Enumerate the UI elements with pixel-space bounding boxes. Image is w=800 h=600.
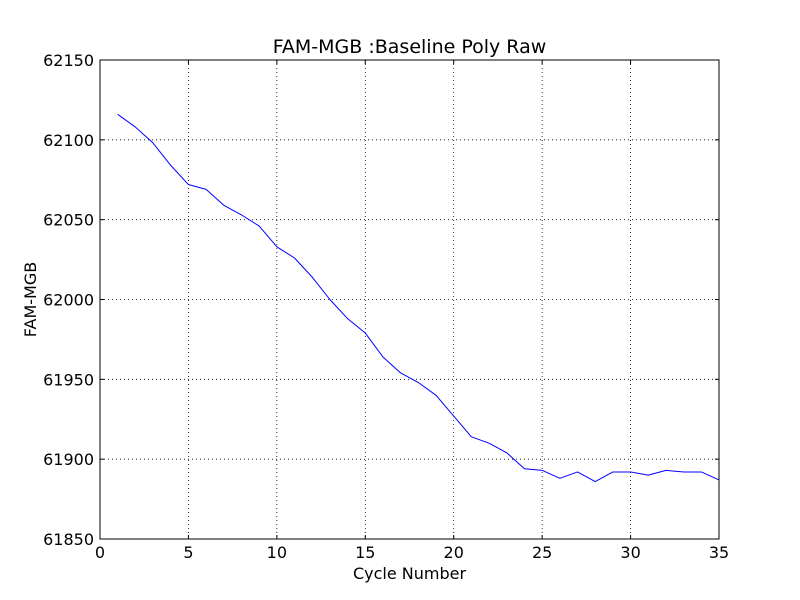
y-tick-label: 61850 [43,530,94,549]
axis-ticks: 0 5 10 15 20 25 30 35 61850 61900 61950 62000 62050 6… [43,51,729,562]
series-layer [117,113,720,483]
y-tick-label: 62000 [43,291,94,310]
y-tick-label: 62100 [43,131,94,150]
x-tick-label: 10 [267,543,287,562]
series-line [117,113,720,483]
chart-title: FAM-MGB :Baseline Poly Raw [273,36,547,58]
x-tick-label: 25 [532,543,552,562]
y-tick-label: 61950 [43,370,94,389]
x-axis-label: Cycle Number [353,564,467,583]
x-tick-label: 15 [355,543,375,562]
x-tick-label: 5 [183,543,193,562]
y-tick-label: 61900 [43,450,94,469]
y-tick-label: 62150 [43,51,94,70]
y-axis-label: FAM-MGB [21,262,40,337]
x-tick-label: 35 [709,543,729,562]
x-tick-label: 30 [620,543,640,562]
x-tick-label: 20 [444,543,464,562]
y-tick-label: 62050 [43,211,94,230]
x-tick-label: 0 [95,543,105,562]
